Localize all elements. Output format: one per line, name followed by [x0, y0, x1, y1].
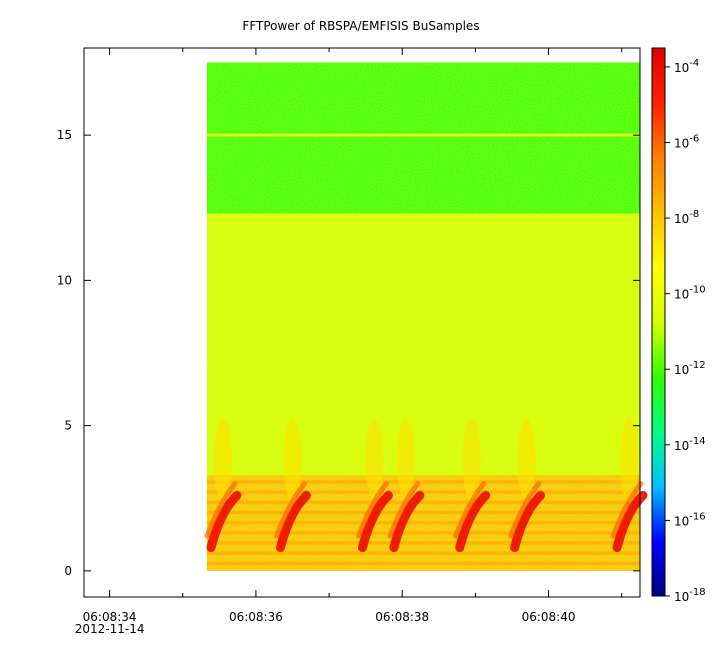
plot-frame: [83, 47, 641, 598]
burst-core: [455, 490, 491, 553]
burst-plume: [214, 418, 232, 503]
burst-plume: [365, 418, 384, 503]
colorbar-tick-label: 10-16: [674, 511, 706, 528]
lowfreq-stripe: [206, 520, 640, 525]
burst-plume: [462, 418, 481, 503]
colorbar-tick-label: 10-6: [674, 133, 699, 150]
x-tick-label: 06:08:40: [522, 610, 576, 624]
burst-plume: [620, 418, 639, 503]
burst-edge: [453, 481, 487, 539]
lowfreq-stripe: [206, 551, 640, 555]
lowfreq-stripe: [206, 561, 640, 566]
lowfreq-stripe: [206, 541, 640, 545]
x-tick-label: 06:08:38: [375, 610, 429, 624]
colorbar-gradient: [651, 47, 666, 597]
y-tick-label: 15: [57, 128, 72, 142]
burst-plume: [517, 418, 536, 503]
y-axis: 0 5 10 15: [57, 128, 640, 578]
lowfreq-stripe: [206, 500, 640, 505]
burst-edge: [274, 481, 307, 539]
burst-edge: [508, 481, 542, 539]
colorbar-tick-label: 10-14: [674, 436, 706, 453]
burst-plume: [396, 418, 415, 503]
x-tick-label: 06:08:34: [83, 610, 137, 624]
chart-title: FFTPower of RBSPA/EMFISIS BuSamples: [242, 19, 479, 33]
burst-plume: [283, 418, 302, 503]
burst-core: [206, 490, 242, 553]
colorbar-tick-label: 10-4: [674, 58, 699, 75]
burst-edge: [355, 481, 389, 539]
burst-core: [357, 490, 393, 553]
burst-core: [389, 490, 425, 553]
burst-edge: [610, 481, 644, 539]
lowfreq-stripe: [206, 480, 640, 484]
lowfreq-stripe: [206, 510, 640, 515]
burst-edge: [387, 481, 421, 539]
spectrogram-heatmap: [204, 62, 648, 571]
burst-edge: [204, 481, 238, 539]
colorbar-tick-label: 10-12: [674, 360, 706, 377]
spectrogram-noise: [206, 62, 640, 571]
colorbar-tick-label: 10-18: [674, 587, 706, 604]
lowfreq-stripe: [206, 531, 640, 535]
lowfreq-stripe: [206, 490, 640, 494]
burst-core: [276, 490, 311, 553]
x-tick-label: 06:08:36: [229, 610, 283, 624]
burst-core: [510, 490, 546, 553]
x-tick-date-label: 2012-11-14: [75, 622, 145, 636]
colorbar-tick-label: 10-8: [674, 209, 699, 226]
y-tick-label: 5: [64, 419, 72, 433]
colorbar-tick-label: 10-10: [674, 285, 706, 302]
colorbar: 10-4 10-6 10-8 10-10 10-12 10-14 10-16 10-18: [651, 47, 706, 604]
y-tick-label: 0: [64, 564, 72, 578]
y-tick-label: 10: [57, 273, 72, 287]
